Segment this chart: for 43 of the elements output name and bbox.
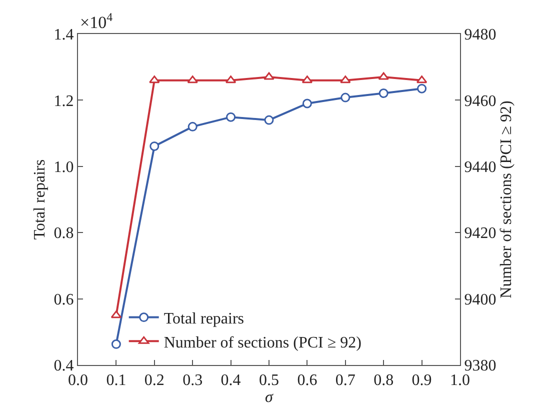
point — [264, 72, 274, 80]
x-tick-label: 0.5 — [259, 372, 279, 390]
y-tick-label: 0.8 — [54, 225, 74, 242]
text: ×10$^{4}$ — [80, 10, 113, 32]
point — [378, 88, 388, 98]
y-tick-label: 1.4 — [54, 26, 74, 44]
point — [188, 122, 198, 132]
x-tick-label: 0.6 — [297, 372, 318, 390]
x-tick-label: 0.9 — [412, 372, 432, 390]
point — [149, 76, 160, 84]
point — [378, 72, 389, 80]
point — [417, 84, 427, 94]
x-tick-label: 0.2 — [144, 372, 164, 390]
y-tick-label: 0.4 — [54, 358, 74, 375]
y2-tick-label: 9420 — [464, 225, 496, 242]
y2-axis-title: Number of sections (PCI ≥ 92) — [498, 100, 515, 298]
point — [340, 76, 351, 84]
y2-tick-label: 9380 — [464, 358, 496, 375]
y-tick-label: 0.6 — [54, 291, 74, 308]
point — [226, 112, 236, 122]
x-tick-label: 1.0 — [450, 372, 470, 390]
x-tick-label: 0.1 — [106, 372, 126, 390]
y2-tick-label: 9400 — [464, 291, 496, 308]
point — [150, 141, 160, 151]
x-tick-label: 0.0 — [68, 372, 88, 390]
x-tick-label: 0.4 — [220, 372, 241, 390]
y-tick-label: 1.2 — [54, 92, 74, 110]
point — [340, 92, 350, 102]
point — [111, 339, 121, 349]
y-axis-title: Total repairs — [32, 159, 49, 240]
y-tick-label: 1.0 — [54, 159, 74, 176]
y2-tick-label: 9440 — [464, 159, 496, 176]
legend-label: Total repairs — [164, 310, 244, 328]
y2-tick-label: 9460 — [464, 92, 496, 110]
point — [187, 76, 198, 84]
point — [264, 115, 274, 125]
legend-label: Number of sections (PCI ≥ 92) — [164, 334, 362, 352]
x-tick-label: 0.3 — [182, 372, 203, 390]
x-axis-title: σ — [265, 389, 274, 406]
x-tick-label: 0.8 — [374, 372, 394, 390]
y2-tick-label: 9480 — [464, 26, 496, 44]
x-tick-label: 0.7 — [335, 372, 356, 390]
point — [302, 98, 312, 108]
